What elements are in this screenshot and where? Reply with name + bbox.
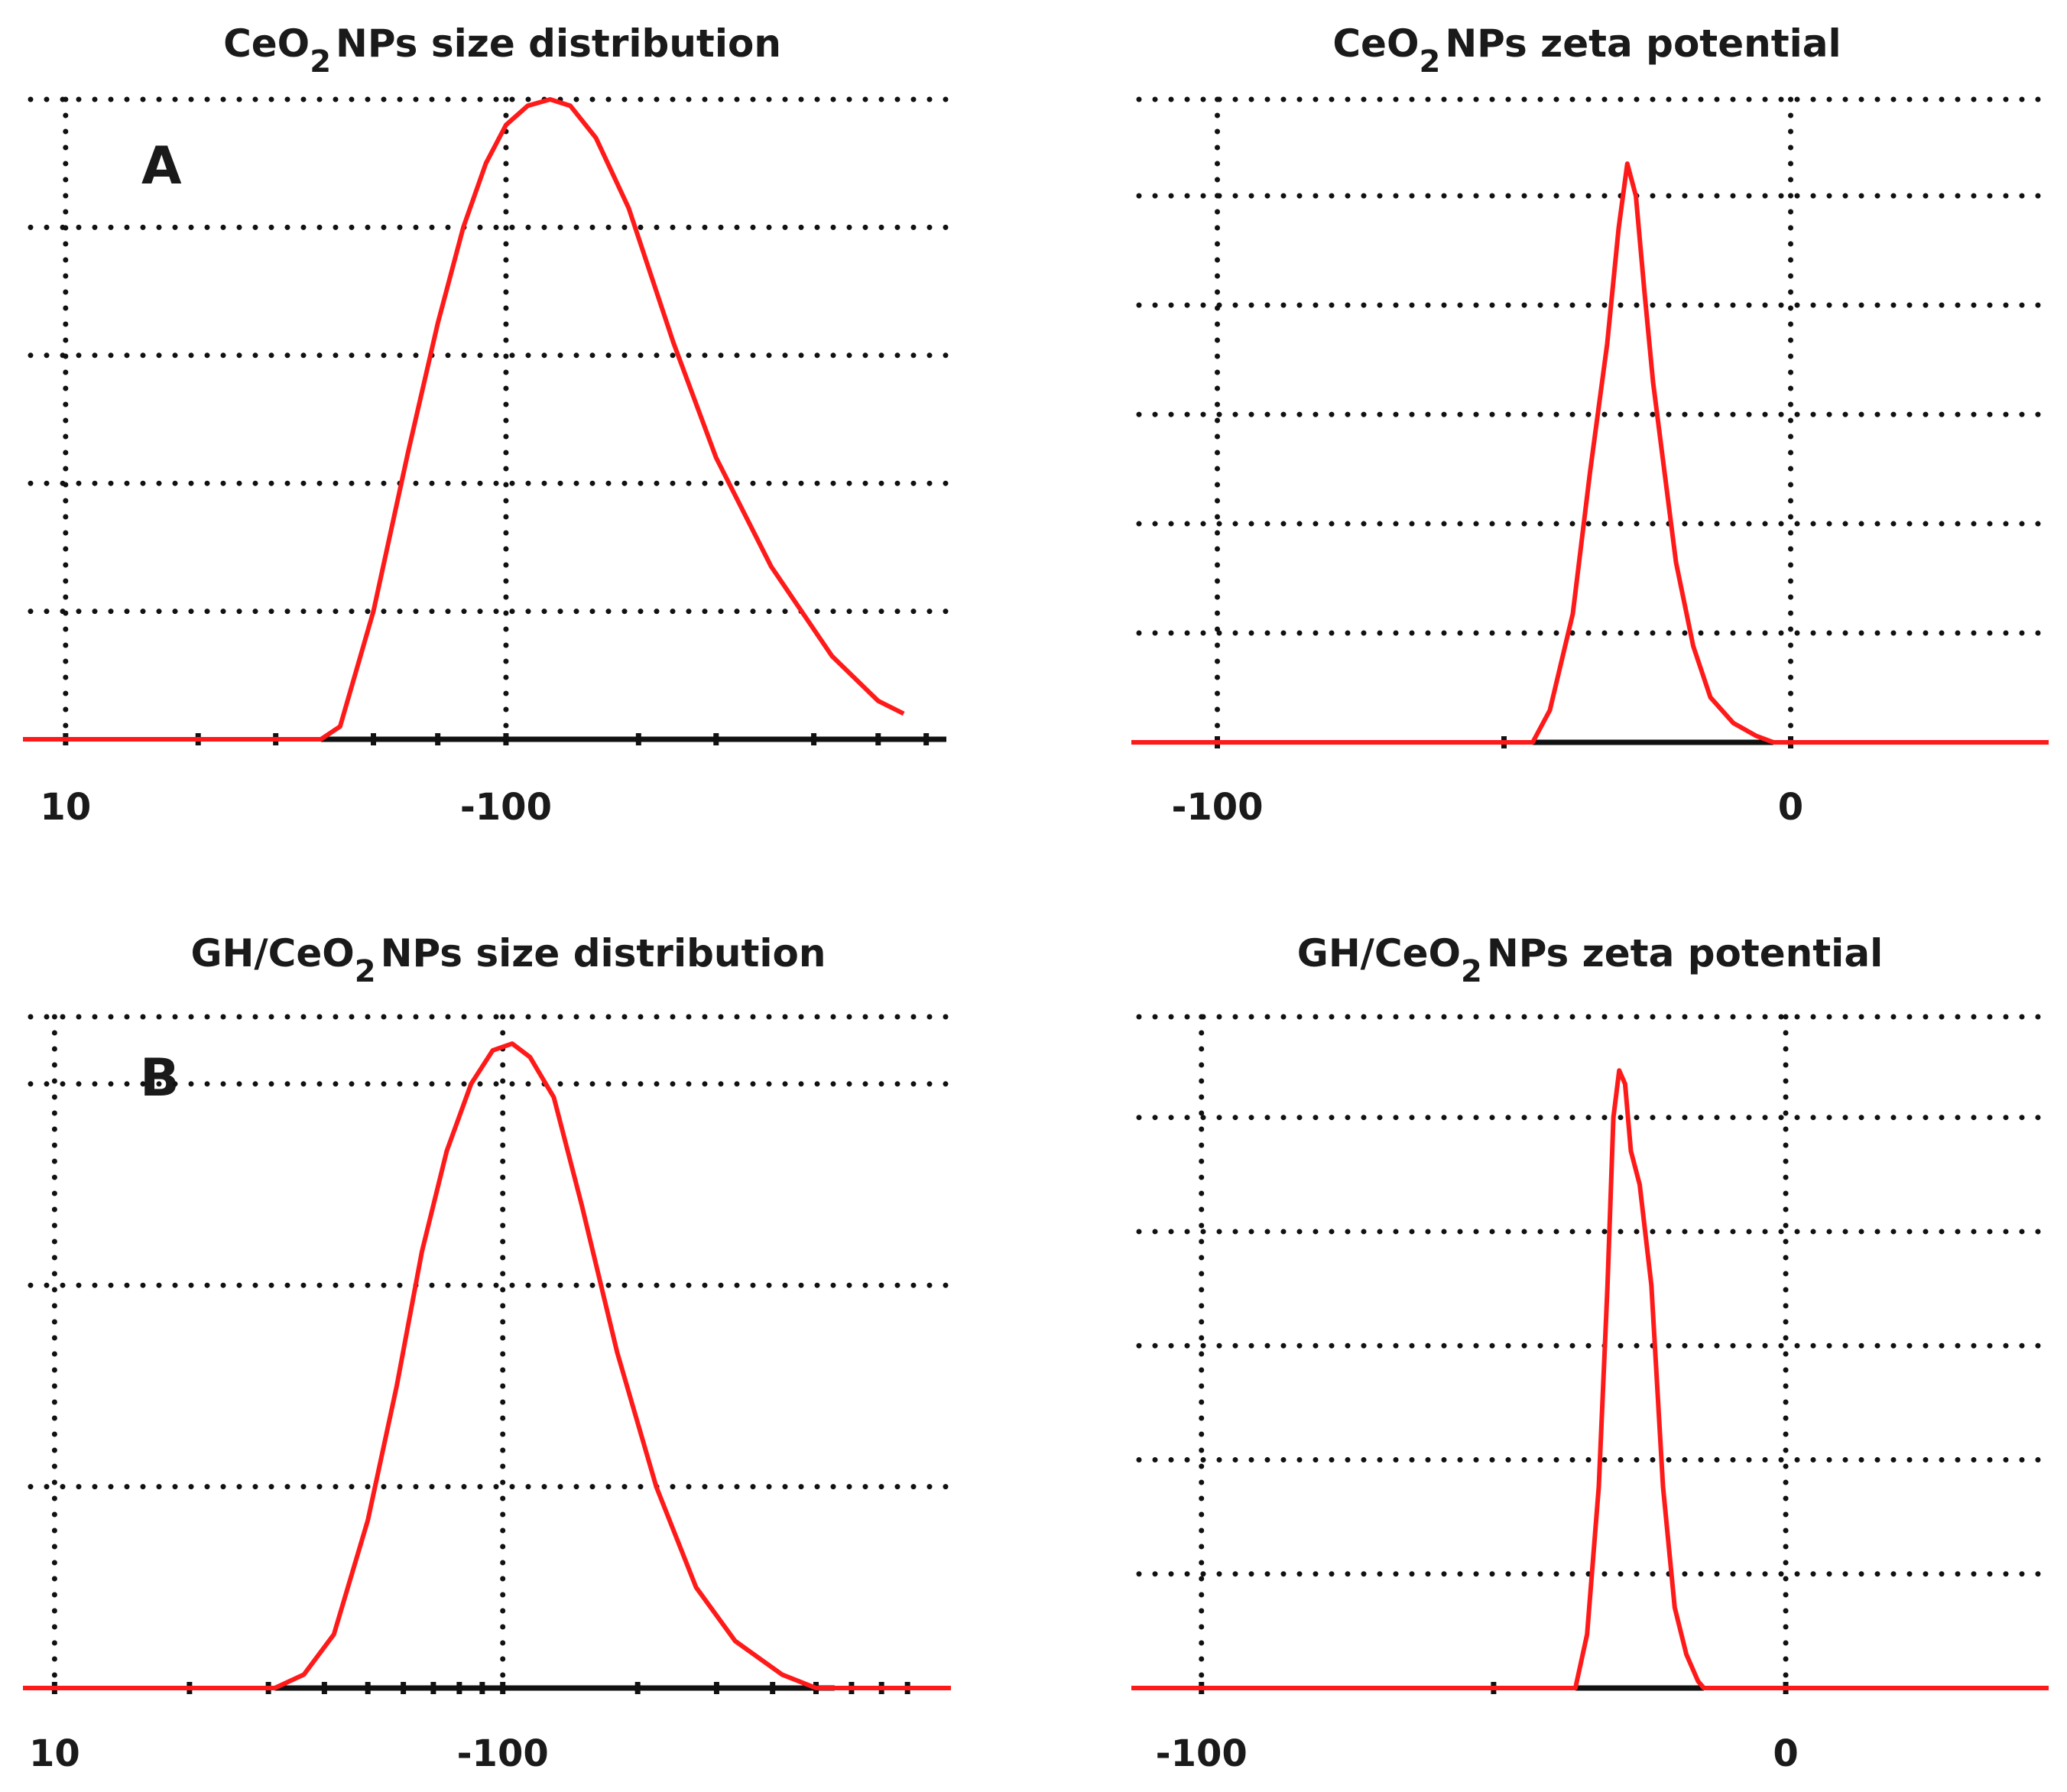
x-tick-label: 0: [1773, 1732, 1798, 1775]
chart-zeta-potential-a: CeO2 NPs zeta potential -100 0: [1131, 21, 2052, 829]
x-tick-label: 10: [40, 786, 91, 829]
chart-title: CeO2 NPs zeta potential: [1332, 21, 1841, 80]
x-tick-label: -100: [1171, 786, 1263, 829]
chart-title: GH/CeO2 NPs size distribution: [191, 931, 826, 989]
chart-zeta-potential-b: GH/CeO2 NPs zeta potential -100 0: [1131, 931, 2052, 1775]
panel-label: B: [140, 1048, 180, 1109]
series-line: [23, 1041, 951, 1690]
panel-label: A: [141, 136, 182, 196]
chart-size-distribution-a: CeO2 NPs size distribution A 10 -100: [23, 21, 949, 829]
x-tick-label: 10: [29, 1732, 80, 1775]
series-line: [1131, 1068, 2049, 1690]
x-tick-label: -100: [457, 1732, 549, 1775]
series-line: [1131, 161, 2049, 745]
chart-title: GH/CeO2 NPs zeta potential: [1297, 931, 1883, 989]
x-tick-label: -100: [1156, 1732, 1248, 1775]
chart-title: CeO2 NPs size distribution: [223, 21, 781, 80]
chart-size-distribution-b: GH/CeO2 NPs size distribution B 10 -100: [23, 931, 954, 1775]
series-line: [23, 97, 905, 742]
x-tick-label: -100: [460, 786, 552, 829]
x-tick-label: 0: [1778, 786, 1803, 829]
